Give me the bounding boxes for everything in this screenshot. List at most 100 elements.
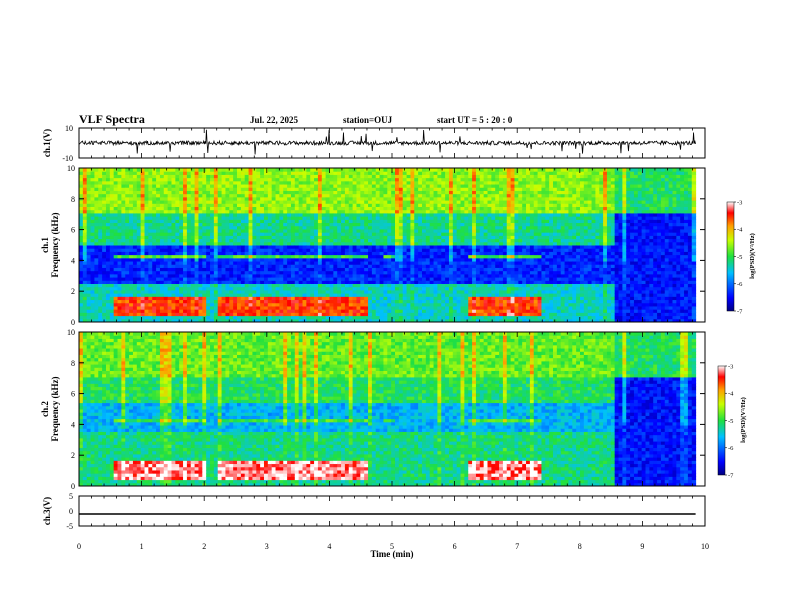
spectrogram-cell — [475, 248, 481, 252]
spectrogram-cell — [125, 187, 130, 191]
spectrogram-cell — [460, 180, 465, 185]
spectrogram-cell — [360, 238, 365, 243]
spectrogram-cell — [418, 273, 423, 278]
spectrogram-cell — [244, 174, 250, 179]
spectrogram-cell — [460, 193, 465, 198]
spectrogram-cell — [144, 235, 149, 240]
spectrogram-cell — [252, 212, 257, 217]
spectrogram-cell — [229, 187, 234, 191]
spectrogram-cell — [140, 232, 146, 236]
spectrogram-cell — [125, 257, 130, 262]
spectrogram-cell — [132, 190, 138, 195]
spectrogram-cell — [294, 209, 300, 214]
spectrogram-cell — [82, 318, 88, 323]
start-time-label: start UT = 5 : 20 : 0 — [437, 115, 513, 125]
spectrogram-cell — [275, 267, 280, 272]
spectrogram-cell — [198, 309, 203, 313]
spectrogram-cell — [368, 206, 373, 211]
spectrogram-cell — [445, 264, 450, 268]
spectrogram-cell — [283, 302, 288, 307]
spectrogram-cell — [475, 245, 481, 249]
spectrogram-cell — [375, 187, 381, 191]
spectrogram-cell — [287, 277, 292, 281]
spectrogram-cell — [395, 305, 400, 310]
spectrogram-cell — [260, 203, 265, 207]
spectrogram-cell — [294, 280, 300, 284]
spectrogram-cell — [136, 219, 142, 224]
spectrogram-cell — [356, 232, 361, 236]
spectrogram-cell — [441, 219, 446, 224]
spectrogram-cell — [306, 270, 311, 275]
spectrogram-cell — [175, 171, 180, 175]
spectrogram-cell — [140, 299, 146, 304]
spectrogram-cell — [156, 235, 161, 240]
spectrogram-cell — [306, 248, 311, 252]
spectrogram-cell — [287, 296, 292, 301]
spectrogram-cell — [179, 232, 184, 236]
spectrogram-cell — [194, 296, 199, 301]
spectrogram-cell — [213, 283, 219, 288]
spectrogram-cell — [310, 212, 315, 217]
spectrogram-cell — [464, 261, 469, 265]
spectrogram-cell — [356, 280, 361, 284]
spectrogram-cell — [468, 184, 473, 188]
spectrogram-cell — [391, 245, 396, 249]
spectrogram-cell — [129, 238, 134, 243]
spectrogram-cell — [167, 171, 172, 175]
spectrogram-cell — [464, 238, 469, 243]
spectrogram-cell — [395, 261, 400, 265]
spectrogram-cell — [371, 228, 377, 233]
spectrogram-cell — [341, 225, 346, 230]
spectrogram-cell — [194, 312, 199, 317]
spectrogram-cell — [129, 228, 134, 233]
spectrogram-cell — [233, 254, 238, 259]
spectrogram-cell — [175, 200, 180, 204]
spectrogram-cell — [344, 270, 350, 275]
spectrogram-cell — [121, 248, 126, 252]
spectrogram-cell — [256, 305, 261, 310]
spectrogram-cell — [256, 296, 261, 301]
spectrogram-cell — [94, 193, 99, 198]
spectrogram-cell — [325, 299, 330, 304]
spectrogram-cell — [102, 190, 107, 195]
spectrogram-cell — [183, 270, 188, 275]
spectrogram-cell — [460, 196, 465, 201]
spectrogram-cell — [94, 200, 99, 204]
spectrogram-cell — [136, 264, 142, 268]
spectrogram-cell — [437, 289, 442, 294]
spectrogram-cell — [113, 289, 119, 294]
spectrogram-cell — [198, 318, 203, 323]
spectrogram-cell — [152, 280, 157, 284]
spectrogram-cell — [125, 286, 130, 291]
spectrogram-cell — [279, 254, 284, 259]
spectrogram-cell — [441, 216, 446, 220]
spectrogram-cell — [221, 228, 226, 233]
spectrogram-cell — [252, 206, 257, 211]
spectrogram-cell — [90, 248, 95, 252]
spectrogram-cell — [279, 171, 284, 175]
spectrogram-cell — [379, 168, 384, 172]
spectrogram-cell — [140, 212, 146, 217]
spectrogram-cell — [341, 171, 346, 175]
spectrogram-cell — [468, 286, 473, 291]
spectrogram-cell — [433, 270, 438, 275]
spectrogram-cell — [398, 180, 404, 185]
spectrogram-cell — [368, 293, 373, 297]
spectrogram-cell — [152, 273, 157, 278]
spectrogram-cell — [206, 280, 211, 284]
spectrogram-cell — [102, 286, 107, 291]
spectrogram-cell — [267, 180, 273, 185]
spectrogram-cell — [329, 187, 334, 191]
spectrogram-cell — [441, 241, 446, 246]
spectrogram-cell — [186, 293, 192, 297]
spectrogram-cell — [190, 277, 196, 281]
spectrogram-cell — [402, 228, 408, 233]
spectrogram-cell — [383, 209, 388, 214]
spectrogram-cell — [287, 251, 292, 256]
spectrogram-cell — [183, 264, 188, 268]
spectrogram-cell — [452, 193, 458, 198]
spectrogram-cell — [433, 209, 438, 214]
spectrogram-cell — [452, 180, 458, 185]
spectrogram-cell — [263, 309, 269, 313]
spectrogram-cell — [279, 206, 284, 211]
